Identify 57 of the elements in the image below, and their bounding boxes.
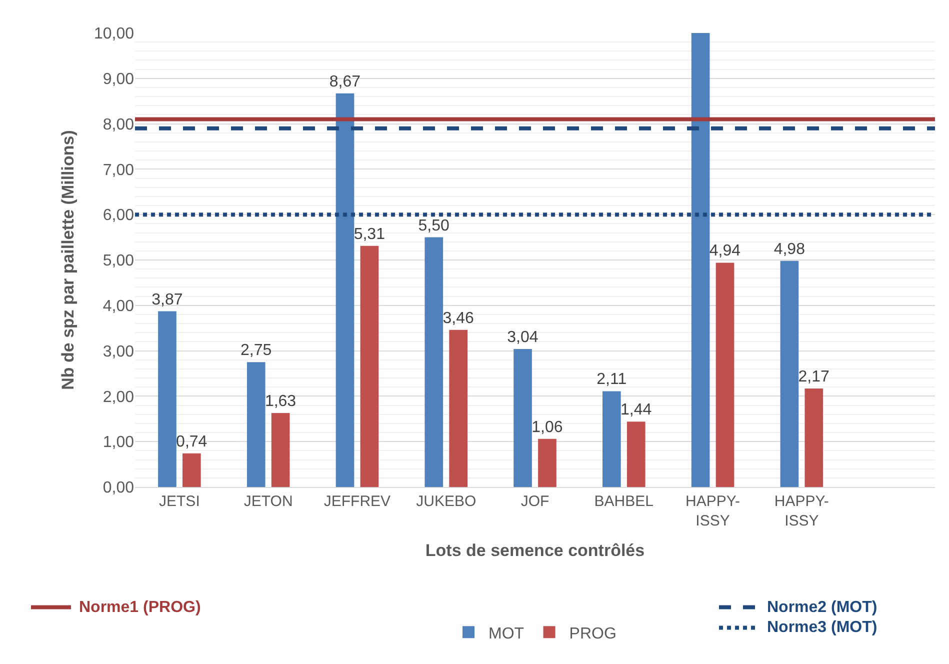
data-label: 4,98 — [774, 240, 806, 258]
y-tick-label: 4,00 — [102, 298, 134, 315]
bar — [336, 93, 354, 487]
y-tick-label: 10,00 — [94, 26, 134, 43]
bar — [449, 330, 468, 487]
bar — [271, 413, 290, 487]
bar — [246, 362, 266, 487]
bar — [538, 438, 556, 487]
bar — [514, 348, 532, 487]
legend-label: PROG — [569, 625, 616, 642]
y-tick-label: 7,00 — [102, 162, 134, 179]
data-label: 2,75 — [240, 342, 272, 360]
data-label: 4,94 — [709, 242, 741, 260]
x-tick-label: HAPPY-ISSY — [686, 493, 740, 530]
data-label: 3,87 — [152, 291, 183, 308]
data-label: 5,50 — [418, 217, 450, 234]
bar — [424, 237, 444, 487]
y-tick-label: 8,00 — [102, 116, 134, 134]
bar — [691, 33, 710, 487]
data-label: 1,63 — [264, 393, 296, 410]
legend-label: Norme1 (PROG) — [79, 599, 201, 616]
x-tick-label: JOF — [520, 493, 550, 510]
bar — [780, 260, 799, 487]
bar — [716, 262, 734, 487]
bar — [626, 422, 646, 487]
y-axis-title: Nb de spz par paillette (Millions) — [58, 130, 78, 390]
x-tick-label: BAHBEL — [594, 493, 654, 510]
x-tick-label: JETSI — [159, 493, 200, 510]
y-tick-label: 0,00 — [102, 480, 134, 497]
data-label: 8,67 — [329, 73, 361, 90]
x-tick-label: JEFFREV — [324, 493, 391, 510]
bar — [182, 453, 201, 487]
data-label: 2,17 — [798, 368, 830, 386]
data-label: 5,31 — [354, 226, 386, 243]
legend-label: Norme3 (MOT) — [767, 619, 878, 636]
data-label: 2,11 — [596, 371, 627, 388]
x-tick-label: JUKEBO — [416, 493, 476, 510]
y-tick-label: 2,00 — [102, 388, 134, 406]
y-tick-label: 1,00 — [102, 434, 134, 452]
y-tick-label: 9,00 — [102, 71, 134, 88]
bar — [602, 391, 621, 487]
y-tick-label: 5,00 — [102, 252, 134, 270]
x-tick-label: JETON — [244, 493, 293, 510]
y-tick-label: 6,00 — [102, 207, 134, 224]
bar — [804, 388, 824, 487]
data-label: 1,06 — [532, 418, 563, 436]
bar — [360, 246, 379, 487]
data-label: 3,46 — [442, 310, 474, 327]
legend-label: MOT — [488, 625, 524, 642]
legend-label: Norme2 (MOT) — [767, 599, 878, 616]
x-axis-title: Lots de semence contrôlés — [425, 540, 645, 560]
y-tick-label: 3,00 — [102, 343, 134, 360]
bar — [158, 311, 176, 487]
data-label: 3,04 — [507, 328, 538, 346]
data-label: 1,44 — [620, 402, 652, 419]
data-label: 0,74 — [176, 433, 208, 450]
x-tick-label: HAPPY-ISSY — [774, 493, 829, 530]
